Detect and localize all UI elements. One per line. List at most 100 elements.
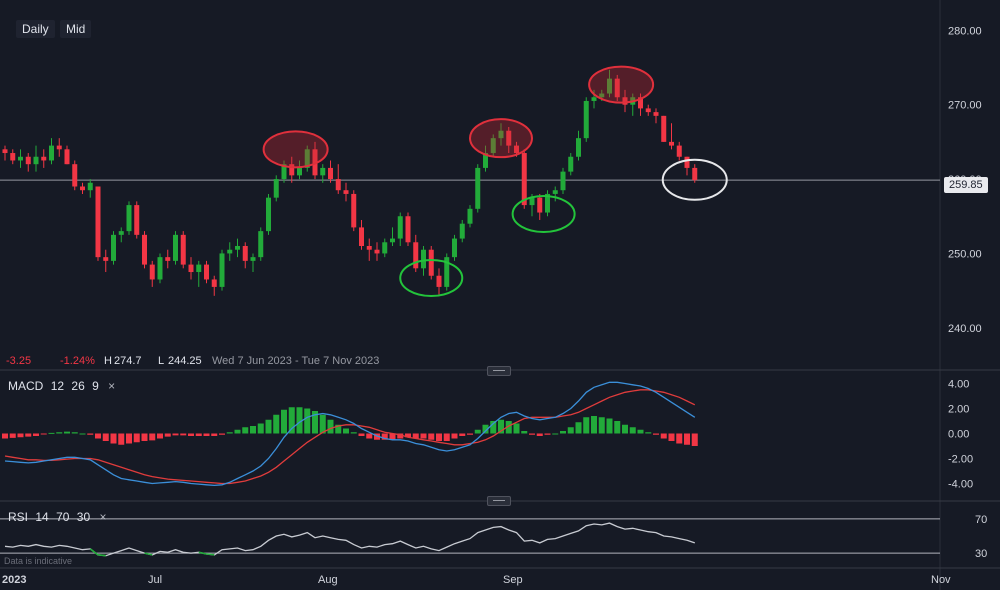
macd-histogram-bar [350, 432, 357, 434]
macd-histogram-bar [312, 411, 318, 434]
pane-resize-handle[interactable] [487, 366, 511, 376]
macd-histogram-bar [474, 429, 481, 434]
candle-body [405, 216, 411, 243]
candle-body [18, 156, 23, 161]
candle-body [653, 112, 659, 116]
candle-body [196, 264, 202, 273]
macd-histogram-bar [149, 433, 156, 441]
macd-histogram-bar [17, 433, 24, 438]
candle-body [684, 156, 690, 168]
watermark: Data is indicative [4, 556, 73, 566]
current-price-ellipse [661, 158, 728, 201]
rsi-lower: 30 [76, 510, 91, 524]
candle-body [607, 78, 612, 94]
macd-histogram-bar [250, 426, 256, 434]
resistance-ellipse [588, 65, 655, 104]
macd-pane: 4.00 2.00 0.00 -2.00 -4.00 [2, 379, 973, 491]
macd-histogram-bar [296, 407, 303, 434]
rsi-tick-label: 70 [975, 514, 987, 526]
candle-body [25, 156, 31, 165]
macd-histogram-bar [684, 433, 690, 445]
price-tick-label: 270.00 [948, 100, 982, 112]
candle-body [335, 179, 341, 191]
macd-histogram-bar [381, 433, 388, 440]
candle-body [289, 164, 295, 176]
candle-body [72, 164, 78, 187]
macd-histogram-bar [544, 433, 551, 435]
macd-histogram-bar [505, 421, 512, 434]
candle-body [95, 186, 101, 258]
candle-body [638, 97, 643, 109]
candle-body [529, 197, 535, 206]
candle-body [281, 164, 287, 180]
candle-body [583, 100, 589, 139]
macd-histogram-bar [118, 433, 125, 445]
candle-body [266, 197, 271, 232]
macd-histogram-bar [482, 424, 489, 434]
macd-histogram-bar [459, 433, 466, 436]
close-icon[interactable]: × [99, 510, 107, 524]
change-value: -3.25 [6, 355, 32, 367]
macd-signal: 9 [92, 379, 99, 393]
candle-body [537, 197, 543, 213]
macd-histogram-bar [219, 433, 225, 435]
macd-tick-label: -4.00 [948, 479, 973, 491]
rsi-legend[interactable]: RSI 14 70 30 × [8, 510, 106, 524]
candle-body [467, 208, 473, 224]
high-label: H [104, 355, 112, 367]
macd-histogram-bar [575, 422, 582, 434]
macd-tick-label: 4.00 [948, 379, 969, 391]
price-tick-label: 240.00 [948, 323, 982, 335]
candle-body [118, 231, 124, 235]
macd-histogram-bar [567, 427, 574, 434]
macd-fast: 12 [50, 379, 65, 393]
macd-histogram-bar [195, 433, 202, 436]
candle-body [622, 97, 628, 105]
rsi-name: RSI [8, 510, 29, 524]
candle-body [614, 78, 620, 98]
macd-histogram-bar [645, 432, 652, 434]
time-axis: 2023 Jul Aug Sep Nov [2, 574, 951, 586]
macd-histogram-bar [513, 423, 520, 434]
macd-histogram-bar [288, 407, 295, 434]
candle-body [475, 167, 481, 209]
macd-histogram-bar [234, 429, 241, 434]
macd-histogram-bar [25, 433, 32, 437]
macd-histogram-bar [343, 428, 349, 434]
rsi-oversold-segment [206, 553, 215, 556]
rsi-oversold-segment [89, 548, 99, 556]
candle-body [568, 156, 574, 172]
price-type-button[interactable]: Mid [60, 20, 92, 38]
candle-body [56, 145, 62, 150]
close-icon[interactable]: × [108, 379, 116, 393]
date-range: Wed 7 Jun 2023 - Tue 7 Nov 2023 [212, 355, 380, 367]
macd-histogram-bar [164, 433, 171, 437]
macd-histogram-bar [583, 417, 590, 434]
candles-layer [2, 69, 698, 296]
macd-name: MACD [8, 379, 44, 393]
candle-body [320, 167, 326, 176]
low-value: 244.25 [168, 355, 202, 367]
macd-legend[interactable]: MACD 12 26 9 × [8, 379, 115, 393]
macd-histogram-bar [95, 433, 101, 439]
candle-body [235, 246, 240, 250]
macd-histogram-bar [327, 419, 334, 434]
macd-histogram-bar [56, 432, 63, 434]
macd-histogram-bar [358, 433, 365, 436]
interval-button[interactable]: Daily [16, 20, 55, 38]
macd-histogram-bar [691, 433, 698, 446]
rsi-upper: 70 [56, 510, 70, 524]
candle-body [483, 153, 488, 168]
macd-histogram-bar [629, 427, 636, 434]
pane-resize-handle[interactable] [487, 496, 511, 506]
candle-body [111, 234, 116, 261]
macd-histogram-bar [304, 408, 311, 434]
macd-histogram-bar [133, 433, 140, 443]
rsi-tick-label: 30 [975, 548, 987, 560]
macd-histogram-bar [443, 433, 450, 441]
candle-body [33, 156, 39, 165]
candle-body [134, 205, 140, 235]
candle-body [10, 153, 16, 161]
macd-histogram-bar [451, 433, 458, 439]
